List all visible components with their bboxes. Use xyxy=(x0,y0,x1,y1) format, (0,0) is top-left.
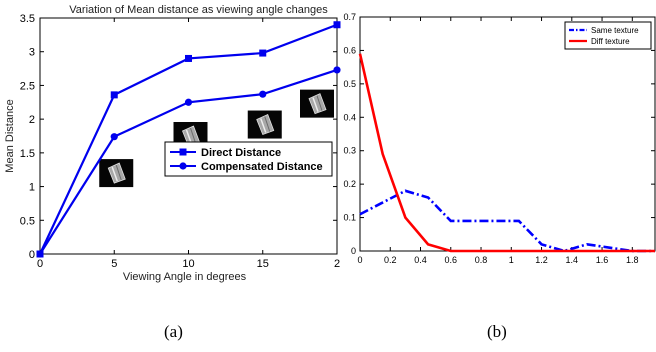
y-tick-label-b: 0.1 xyxy=(343,213,356,223)
caption-b: (b) xyxy=(487,322,507,341)
y-tick-label-a: 0.5 xyxy=(20,215,35,227)
data-point-compensated xyxy=(36,250,44,258)
x-tick-label-b: 1.6 xyxy=(596,255,609,265)
legend-a-box xyxy=(164,141,333,177)
y-tick-label-a: 2 xyxy=(29,114,35,126)
data-point-compensated xyxy=(259,90,267,98)
thumbnail-shadow xyxy=(190,127,196,144)
thumbnail-highlight xyxy=(111,166,118,182)
texture-thumbnail xyxy=(99,159,134,188)
x-tick-label-b: 0 xyxy=(357,255,362,265)
series-line-same-texture xyxy=(359,189,655,253)
y-tick-label-a: 3.5 xyxy=(20,13,35,25)
legend-a: Direct Distance Compensated Distance xyxy=(164,141,333,177)
y-tick-label-b: 0.5 xyxy=(343,79,356,89)
thumbnail-shadow xyxy=(316,95,323,111)
y-tick-label-b: 0.4 xyxy=(343,112,356,122)
chart-a: Variation of Mean distance as viewing an… xyxy=(4,4,341,283)
legend-a-label: Compensated Distance xyxy=(201,161,323,173)
legend-b-box xyxy=(564,21,652,50)
x-tick-label-b: 1.4 xyxy=(566,255,579,265)
data-point-direct xyxy=(333,21,341,29)
x-tick-label-b: 1.2 xyxy=(535,255,548,265)
legend-a-marker xyxy=(179,162,187,170)
chart-a-xlabel: Viewing Angle in degrees xyxy=(123,271,247,283)
caption-a: (a) xyxy=(164,322,183,341)
texture-thumbnail xyxy=(300,89,334,118)
y-tick-label-a: 2.5 xyxy=(20,80,35,92)
x-tick-label-b: 1.8 xyxy=(626,255,639,265)
legend-a-marker xyxy=(179,148,187,156)
y-tick-label-a: 1.5 xyxy=(20,148,35,160)
data-point-direct xyxy=(110,91,118,99)
y-tick-label-b: 0.7 xyxy=(343,12,356,22)
x-tick-label-b: 1 xyxy=(509,255,514,265)
legend-b-label: Same texture xyxy=(591,26,639,35)
data-point-compensated xyxy=(110,133,118,141)
x-tick-label-a: 0 xyxy=(37,258,43,270)
legend-b: Same texture Diff texture xyxy=(564,21,652,50)
legend-b-label: Diff texture xyxy=(591,37,630,46)
y-tick-label-a: 3 xyxy=(29,47,35,59)
chart-a-title: Variation of Mean distance as viewing an… xyxy=(69,4,328,16)
chart-a-ylabel: Mean Distance xyxy=(4,99,16,172)
x-tick-label-a: 15 xyxy=(257,258,269,270)
thumbnail-highlight xyxy=(260,118,267,133)
chart-b: 0 0.2 0.4 0.6 0.8 1 1.2 1.4 1.6 1.8 0 0.1 0.2 0.3 0.4 0… xyxy=(343,12,656,265)
thumbnail-shadow xyxy=(115,164,122,181)
x-tick-label-b: 0.2 xyxy=(384,255,397,265)
plot-frame-b xyxy=(359,16,656,252)
x-tick-label-a: 5 xyxy=(111,258,117,270)
y-tick-label-b: 0.6 xyxy=(343,45,356,55)
x-tick-label-b: 0.4 xyxy=(414,255,427,265)
data-point-direct xyxy=(185,54,192,62)
thumbnail-shadow xyxy=(264,116,271,132)
series-line-diff-texture xyxy=(358,53,655,253)
data-point-direct xyxy=(259,49,267,57)
x-tick-label-a: 10 xyxy=(182,258,194,270)
y-tick-label-a: 0 xyxy=(29,249,35,261)
x-tick-label-b: 0.8 xyxy=(475,255,488,265)
y-tick-label-b: 0.2 xyxy=(343,179,356,189)
legend-a-label: Direct Distance xyxy=(201,147,281,159)
y-tick-label-b: 0.3 xyxy=(343,146,356,156)
y-tick-label-b: 0 xyxy=(351,246,356,256)
x-tick-label-b: 0.6 xyxy=(445,255,458,265)
x-tick-label-a: 2 xyxy=(334,258,340,270)
data-point-compensated xyxy=(184,98,193,106)
data-point-compensated xyxy=(333,66,341,74)
y-tick-label-a: 1 xyxy=(29,182,35,194)
texture-thumbnail xyxy=(247,110,282,139)
thumbnail-highlight xyxy=(312,97,319,112)
